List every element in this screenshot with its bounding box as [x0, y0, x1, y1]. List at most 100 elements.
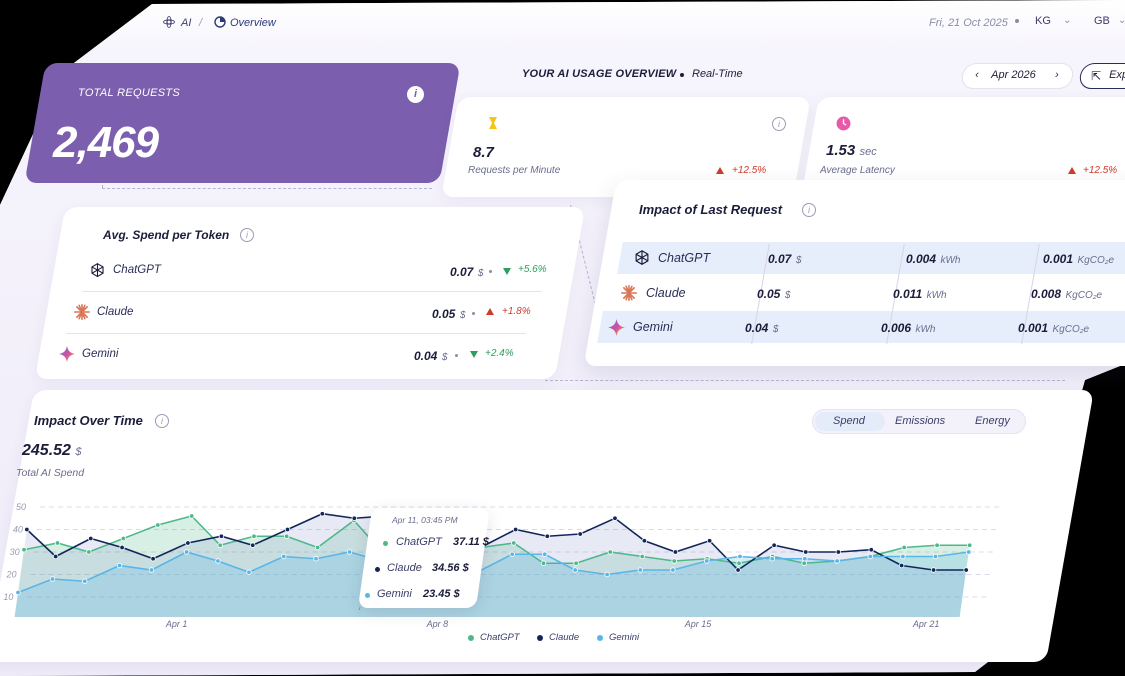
y-tick-label: 40 — [13, 525, 23, 535]
spend-value: 0.05 $ — [432, 305, 465, 323]
info-icon[interactable]: i — [155, 414, 169, 428]
x-tick-label: Apr 15 — [684, 619, 713, 629]
data-point — [544, 533, 550, 539]
data-point — [932, 553, 939, 560]
data-point — [218, 533, 225, 539]
export-button[interactable]: ⇱ Exp — [1078, 63, 1125, 89]
data-point — [15, 589, 21, 596]
average-latency-value: 1.53 — [826, 142, 856, 159]
data-point — [346, 549, 353, 555]
impact-energy: 0.006 kWh — [881, 319, 935, 337]
breadcrumb-separator: / — [199, 17, 203, 29]
impact-cost: 0.04 $ — [745, 319, 778, 337]
data-point — [49, 576, 56, 582]
gemini-icon — [58, 345, 76, 363]
data-point — [868, 547, 874, 553]
tooltip-series-name: Gemini — [377, 588, 412, 600]
average-latency-delta: +12.5% — [1083, 165, 1118, 176]
data-point — [250, 542, 256, 548]
currency-select[interactable]: KG — [1035, 15, 1051, 27]
impact-emissions: 0.001 KgCO₂e — [1018, 319, 1089, 337]
spend-delta: +5.6% — [518, 264, 547, 275]
legend-chatgpt[interactable]: ChatGPT — [480, 632, 520, 643]
chevron-left-icon[interactable]: ‹ — [975, 69, 979, 81]
clock-icon — [836, 116, 851, 131]
data-point — [351, 515, 357, 521]
data-point — [671, 558, 677, 564]
tab-emissions[interactable]: Emissions — [895, 415, 946, 427]
info-icon[interactable]: i — [240, 228, 254, 242]
series-line — [17, 551, 969, 594]
data-point — [672, 549, 679, 555]
spend-value-unit: $ — [459, 310, 466, 321]
data-point — [966, 542, 973, 548]
impact-energy: 0.004 kWh — [906, 250, 960, 268]
legend-claude[interactable]: Claude — [549, 632, 580, 643]
region-select[interactable]: GB — [1094, 15, 1110, 27]
breadcrumb-current[interactable]: Overview — [230, 17, 276, 29]
total-requests-label: TOTAL REQUESTS — [78, 87, 181, 99]
avg-spend-title: Avg. Spend per Token — [103, 228, 230, 242]
impact-emissions-unit: KgCO₂e — [1077, 255, 1115, 266]
tooltip-gemini-dot — [365, 593, 370, 598]
spend-model-name: ChatGPT — [113, 264, 161, 276]
claude-icon — [73, 303, 91, 321]
impact-energy-value: 0.004 — [906, 252, 937, 266]
tab-spend[interactable]: Spend — [833, 415, 865, 427]
data-point — [313, 556, 319, 562]
tooltip-claude-dot — [375, 567, 380, 572]
data-point — [930, 567, 937, 573]
average-latency-label: Average Latency — [820, 165, 895, 176]
claude-icon — [620, 284, 638, 302]
data-point — [155, 522, 161, 528]
connector-line — [102, 188, 432, 189]
spend-delta: +2.4% — [485, 348, 514, 359]
data-point — [577, 531, 583, 537]
month-picker[interactable]: ‹ Apr 2026 › — [960, 63, 1075, 89]
active-tab-indicator — [815, 412, 885, 431]
impact-energy-unit: kWh — [926, 290, 947, 301]
impact-emissions-unit: KgCO₂e — [1052, 324, 1090, 335]
impact-emissions-value: 0.008 — [1031, 287, 1062, 301]
trend-up-icon — [486, 308, 494, 315]
overview-icon — [214, 16, 226, 28]
spend-value-unit: $ — [441, 352, 448, 363]
data-point — [185, 540, 191, 546]
overview-title: YOUR AI USAGE OVERVIEW — [522, 68, 677, 80]
spend-model-name: Claude — [97, 306, 134, 318]
requests-per-minute-delta: +12.5% — [732, 165, 767, 176]
chevron-right-icon[interactable]: › — [1055, 69, 1059, 81]
info-icon[interactable]: i — [407, 86, 424, 103]
tab-energy[interactable]: Energy — [975, 415, 1010, 427]
requests-per-minute-label: Requests per Minute — [468, 165, 561, 176]
data-point — [735, 567, 741, 573]
data-point — [835, 549, 842, 555]
chevron-down-icon[interactable]: ⌄ — [1063, 15, 1072, 26]
impact-chart[interactable]: 50 40 30 20 10 Apr 1 Apr 8 Apr 15 Apr 21 — [0, 495, 1010, 635]
legend-claude-dot — [537, 635, 543, 641]
impact-energy: 0.011 kWh — [893, 285, 947, 303]
y-tick-label: 50 — [16, 502, 26, 512]
total-spend-label: Total AI Spend — [16, 467, 85, 479]
spend-value: 0.04 $ — [414, 347, 447, 365]
chevron-down-icon[interactable]: ⌄ — [1118, 15, 1125, 26]
data-point — [802, 556, 808, 562]
tooltip-series-name: ChatGPT — [396, 536, 442, 548]
data-point — [512, 526, 519, 533]
data-point — [148, 567, 155, 573]
tooltip-series-value: 34.56 $ — [432, 562, 469, 574]
data-point — [637, 567, 644, 573]
x-tick-label: Apr 21 — [912, 619, 940, 629]
ai-icon — [163, 16, 175, 28]
data-point — [251, 533, 257, 539]
spend-value-number: 0.07 — [450, 265, 474, 279]
impact-cost-value: 0.07 — [768, 252, 792, 266]
breadcrumb-root[interactable]: AI — [181, 17, 192, 29]
data-point — [704, 558, 710, 564]
impact-emissions-unit: KgCO₂e — [1065, 290, 1103, 301]
openai-icon — [635, 250, 649, 265]
legend-gemini[interactable]: Gemini — [609, 632, 640, 643]
info-icon[interactable]: i — [802, 203, 816, 217]
info-icon[interactable]: i — [772, 117, 786, 131]
openai-icon — [91, 263, 104, 278]
